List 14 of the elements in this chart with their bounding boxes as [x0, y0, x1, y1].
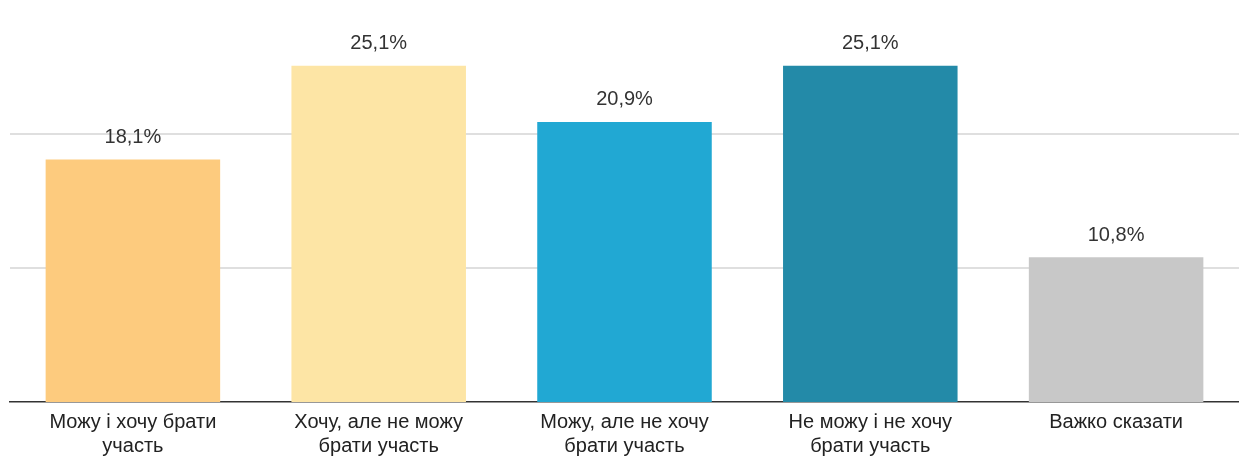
bar	[291, 65, 466, 402]
bar	[783, 65, 958, 402]
x-tick-label: Важко сказати	[1049, 409, 1183, 432]
bar	[45, 159, 221, 402]
x-tick-label: Хочу, але не можу брати участь	[294, 409, 464, 456]
data-label: 25,1%	[350, 31, 408, 54]
bar	[537, 121, 712, 402]
data-label: 10,8%	[1087, 222, 1145, 245]
x-tick-label: Можу, але не хочу брати участь	[540, 409, 709, 456]
x-tick-label: Не можу і не хочу брати участь	[788, 409, 953, 456]
data-label: 25,1%	[841, 31, 899, 54]
data-label: 18,1%	[104, 124, 162, 147]
x-tick-label: Можу і хочу брати участь	[49, 409, 217, 456]
data-label: 20,9%	[596, 87, 654, 110]
